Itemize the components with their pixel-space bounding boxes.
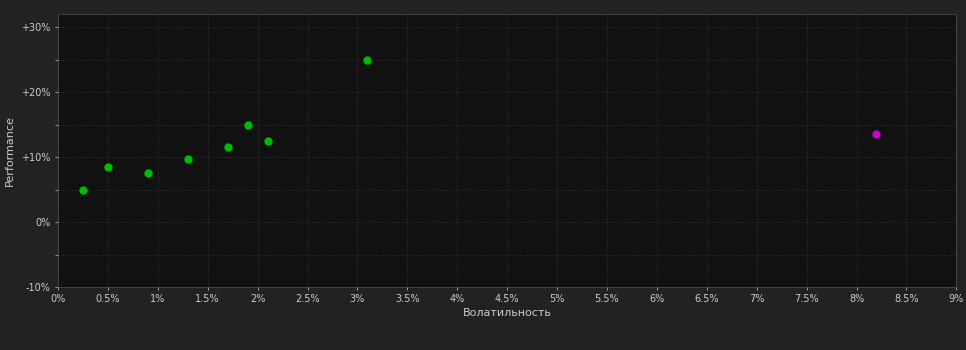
X-axis label: Волатильность: Волатильность [463,308,552,318]
Point [220,145,236,150]
Point [260,138,275,144]
Point [359,57,375,62]
Point [240,122,255,127]
Point [140,170,156,176]
Point [868,132,884,137]
Y-axis label: Performance: Performance [5,115,15,186]
Point [75,187,91,192]
Point [180,156,195,162]
Point [100,164,116,169]
